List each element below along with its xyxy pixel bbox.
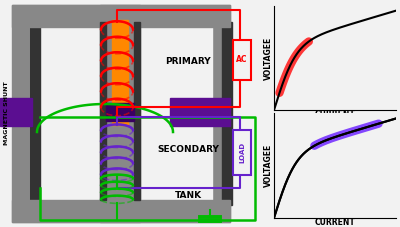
Bar [233, 130, 251, 175]
Y-axis label: VOLTAGEE: VOLTAGEE [264, 36, 273, 79]
Bar [30, 22, 212, 205]
X-axis label: CURRENT: CURRENT [315, 218, 355, 227]
Text: SECONDARY: SECONDARY [157, 146, 219, 155]
Text: AC: AC [236, 55, 248, 64]
Bar [12, 5, 230, 27]
Bar [222, 22, 232, 205]
Bar [100, 5, 140, 222]
Bar [106, 103, 134, 121]
Bar [12, 200, 230, 222]
Bar [0, 98, 32, 126]
Text: MAGNETIC SHUNT: MAGNETIC SHUNT [4, 81, 10, 145]
Bar [112, 20, 128, 125]
Text: TANK: TANK [174, 190, 202, 200]
Bar [134, 22, 140, 200]
Text: LOAD: LOAD [239, 141, 245, 163]
Bar [12, 5, 230, 222]
Bar [170, 98, 230, 126]
Bar [233, 40, 251, 80]
Bar [30, 22, 40, 205]
X-axis label: CURRENT: CURRENT [315, 110, 355, 119]
Bar [100, 22, 106, 200]
Y-axis label: VOLTAGEE: VOLTAGEE [264, 144, 273, 187]
Text: PRIMARY: PRIMARY [165, 57, 211, 67]
